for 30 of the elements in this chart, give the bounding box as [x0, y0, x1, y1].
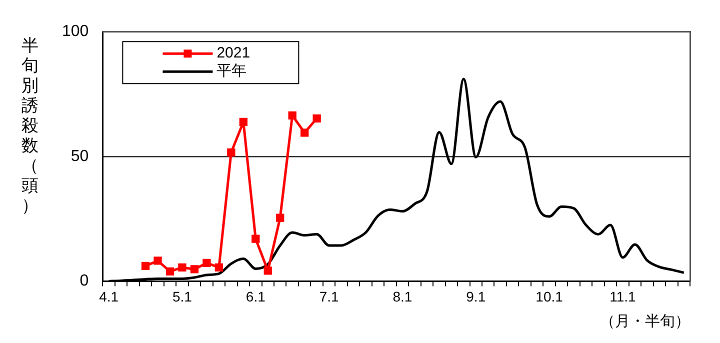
x-tick-label: 6.1: [246, 288, 266, 304]
point: [239, 118, 248, 126]
legend-label: 平年: [216, 62, 247, 80]
point: [252, 234, 260, 243]
point: [288, 111, 296, 120]
point: [264, 266, 272, 275]
x-tick-label: 10.1: [536, 288, 564, 304]
x-axis-title: （月・半旬）: [600, 313, 690, 330]
x-tick-label: 11.1: [610, 288, 636, 304]
y-tick-label: 50: [70, 148, 89, 165]
point: [166, 267, 174, 276]
point: [214, 263, 224, 272]
x-tick-label: 9.1: [466, 288, 486, 304]
point: [276, 214, 284, 222]
y-tick-label: 0: [80, 272, 89, 290]
y-tick-label: 100: [62, 23, 89, 40]
point: [178, 263, 186, 272]
point: [190, 265, 199, 274]
x-tick-label: 8.1: [392, 288, 412, 304]
x-tick-label: 7.1: [319, 288, 339, 304]
point: [312, 114, 321, 123]
x-tick-label: 5.1: [172, 288, 192, 304]
x-tick-label: 4.1: [99, 288, 119, 304]
point: [154, 256, 162, 265]
legend-label: 2021: [216, 44, 250, 62]
point: [202, 258, 211, 268]
point: [227, 148, 236, 156]
point: [300, 128, 309, 137]
text: 半旬別誘殺数（頭）: [22, 36, 38, 215]
point: [141, 262, 150, 270]
